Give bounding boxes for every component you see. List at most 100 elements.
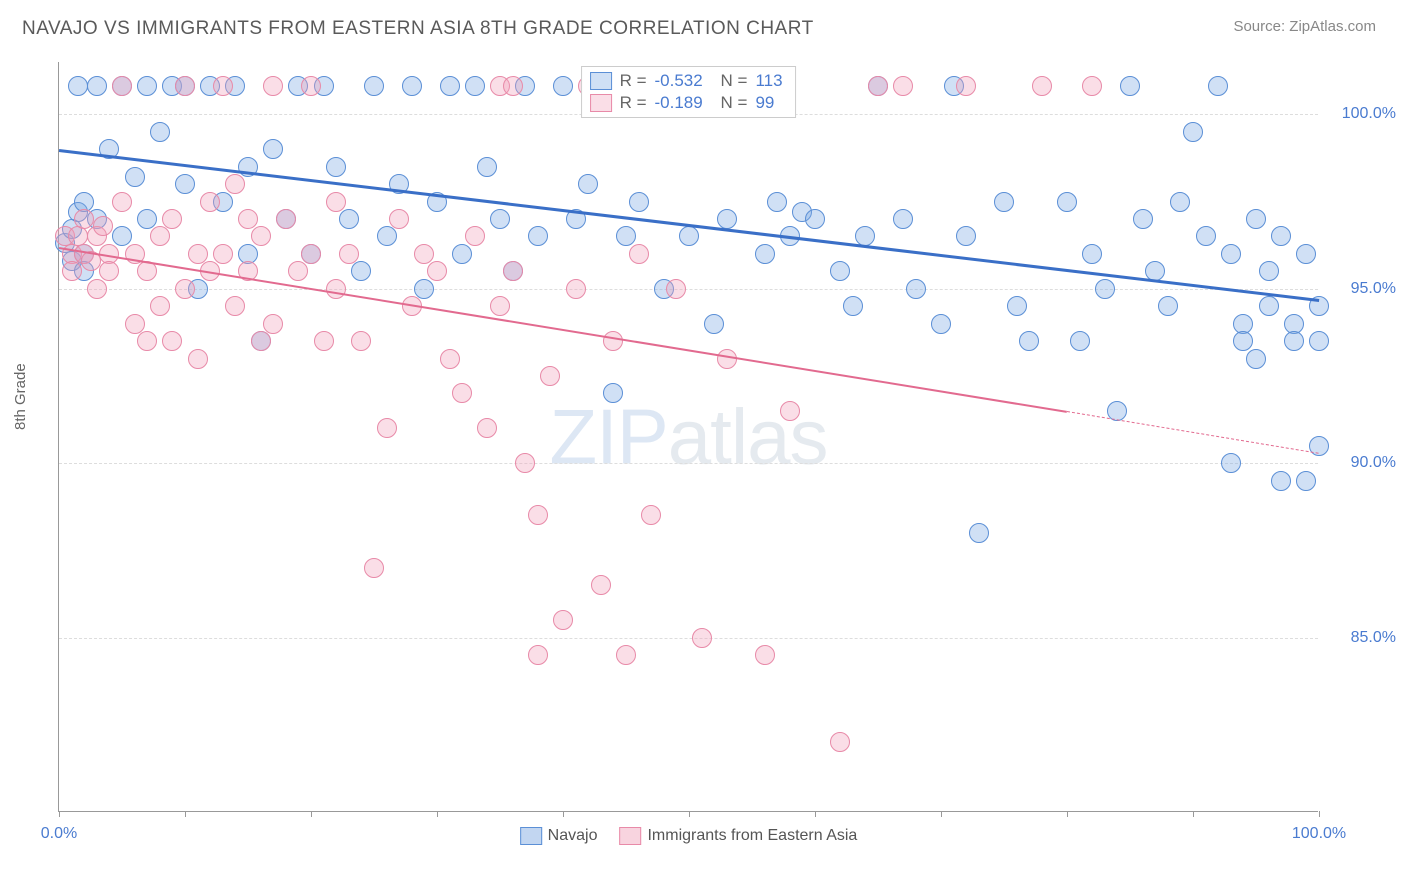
data-point bbox=[339, 244, 359, 264]
trend-line bbox=[1067, 411, 1319, 454]
stat-r-label: R = bbox=[620, 93, 647, 113]
data-point bbox=[540, 366, 560, 386]
data-point bbox=[1271, 471, 1291, 491]
data-point bbox=[414, 279, 434, 299]
data-point bbox=[263, 76, 283, 96]
data-point bbox=[956, 226, 976, 246]
data-point bbox=[1233, 331, 1253, 351]
data-point bbox=[767, 192, 787, 212]
ytick-label: 90.0% bbox=[1351, 454, 1396, 472]
data-point bbox=[112, 76, 132, 96]
data-point bbox=[1183, 122, 1203, 142]
data-point bbox=[704, 314, 724, 334]
data-point bbox=[87, 76, 107, 96]
xtick bbox=[815, 811, 816, 817]
legend-swatch bbox=[520, 827, 542, 845]
stat-r-value: -0.189 bbox=[655, 93, 713, 113]
data-point bbox=[1133, 209, 1153, 229]
data-point bbox=[175, 76, 195, 96]
data-point bbox=[87, 279, 107, 299]
data-point bbox=[137, 209, 157, 229]
data-point bbox=[843, 296, 863, 316]
data-point bbox=[1246, 209, 1266, 229]
data-point bbox=[276, 209, 296, 229]
data-point bbox=[402, 76, 422, 96]
data-point bbox=[515, 453, 535, 473]
data-point bbox=[755, 244, 775, 264]
stat-n-value: 99 bbox=[755, 93, 787, 113]
data-point bbox=[1120, 76, 1140, 96]
data-point bbox=[906, 279, 926, 299]
data-point bbox=[188, 349, 208, 369]
data-point bbox=[1082, 244, 1102, 264]
data-point bbox=[301, 76, 321, 96]
data-point bbox=[364, 558, 384, 578]
data-point bbox=[805, 209, 825, 229]
data-point bbox=[351, 261, 371, 281]
data-point bbox=[553, 76, 573, 96]
data-point bbox=[251, 331, 271, 351]
data-point bbox=[641, 505, 661, 525]
data-point bbox=[465, 226, 485, 246]
data-point bbox=[137, 76, 157, 96]
data-point bbox=[326, 157, 346, 177]
ytick-label: 85.0% bbox=[1351, 629, 1396, 647]
xtick bbox=[1193, 811, 1194, 817]
xtick bbox=[185, 811, 186, 817]
data-point bbox=[1259, 296, 1279, 316]
data-point bbox=[150, 122, 170, 142]
data-point bbox=[591, 575, 611, 595]
data-point bbox=[440, 76, 460, 96]
series-swatch bbox=[590, 72, 612, 90]
chart-header: NAVAJO VS IMMIGRANTS FROM EASTERN ASIA 8… bbox=[0, 0, 1406, 50]
data-point bbox=[692, 628, 712, 648]
stats-row: R =-0.532N =113 bbox=[590, 70, 788, 92]
data-point bbox=[188, 244, 208, 264]
xtick bbox=[1319, 811, 1320, 817]
data-point bbox=[150, 296, 170, 316]
data-point bbox=[112, 192, 132, 212]
data-point bbox=[1221, 244, 1241, 264]
data-point bbox=[1271, 226, 1291, 246]
data-point bbox=[893, 209, 913, 229]
data-point bbox=[150, 226, 170, 246]
data-point bbox=[616, 226, 636, 246]
data-point bbox=[1208, 76, 1228, 96]
data-point bbox=[956, 76, 976, 96]
legend-item: Immigrants from Eastern Asia bbox=[619, 827, 857, 845]
data-point bbox=[414, 244, 434, 264]
data-point bbox=[490, 296, 510, 316]
data-point bbox=[301, 244, 321, 264]
data-point bbox=[339, 209, 359, 229]
data-point bbox=[238, 209, 258, 229]
data-point bbox=[364, 76, 384, 96]
data-point bbox=[452, 383, 472, 403]
data-point bbox=[553, 610, 573, 630]
data-point bbox=[112, 226, 132, 246]
data-point bbox=[251, 226, 271, 246]
data-point bbox=[780, 401, 800, 421]
gridline-h bbox=[59, 289, 1318, 290]
data-point bbox=[1196, 226, 1216, 246]
series-swatch bbox=[590, 94, 612, 112]
stat-n-value: 113 bbox=[755, 71, 787, 91]
stat-n-label: N = bbox=[721, 93, 748, 113]
data-point bbox=[427, 261, 447, 281]
data-point bbox=[679, 226, 699, 246]
ytick-label: 100.0% bbox=[1342, 105, 1396, 123]
stats-box: R =-0.532N =113R = -0.189 N = 99 bbox=[581, 66, 797, 118]
xtick bbox=[941, 811, 942, 817]
data-point bbox=[162, 209, 182, 229]
data-point bbox=[931, 314, 951, 334]
data-point bbox=[74, 209, 94, 229]
data-point bbox=[99, 261, 119, 281]
data-point bbox=[125, 167, 145, 187]
data-point bbox=[629, 192, 649, 212]
data-point bbox=[326, 279, 346, 299]
data-point bbox=[490, 209, 510, 229]
data-point bbox=[1296, 471, 1316, 491]
gridline-h bbox=[59, 638, 1318, 639]
data-point bbox=[351, 331, 371, 351]
data-point bbox=[566, 279, 586, 299]
data-point bbox=[137, 331, 157, 351]
